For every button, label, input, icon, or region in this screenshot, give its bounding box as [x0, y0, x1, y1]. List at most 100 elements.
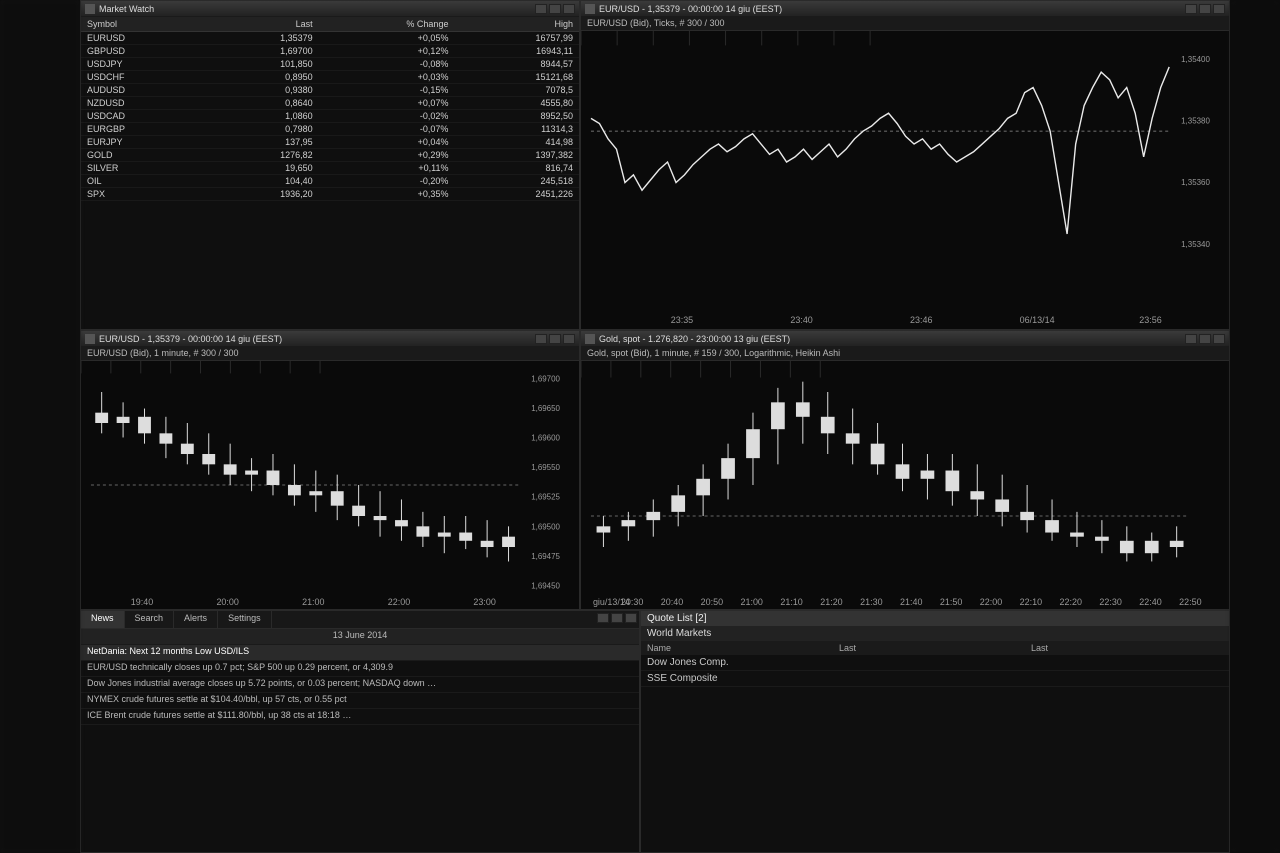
- close-button[interactable]: [625, 613, 637, 623]
- quotelist-panel: Quote List [2] World Markets Name Last L…: [640, 610, 1230, 853]
- svg-text:1,69500: 1,69500: [531, 522, 560, 531]
- svg-text:1,69550: 1,69550: [531, 463, 560, 472]
- svg-text:20:50: 20:50: [701, 597, 723, 607]
- svg-text:1,69650: 1,69650: [531, 404, 560, 413]
- svg-text:20:00: 20:00: [216, 597, 238, 607]
- marketwatch-row[interactable]: EURUSD1,35379+0,05%16757,99: [81, 32, 579, 45]
- svg-text:1,35400: 1,35400: [1181, 55, 1210, 64]
- svg-text:21:10: 21:10: [780, 597, 802, 607]
- svg-text:21:00: 21:00: [302, 597, 324, 607]
- news-tabs: News Search Alerts Settings: [81, 611, 639, 629]
- minimize-button[interactable]: [535, 334, 547, 344]
- eurusd-chart[interactable]: 23:3523:4023:461,354001,353801,353601,35…: [581, 31, 1229, 329]
- minimize-button[interactable]: [1185, 334, 1197, 344]
- news-headline[interactable]: NetDania: Next 12 months Low USD/ILS: [81, 645, 639, 661]
- svg-text:1,35340: 1,35340: [1181, 240, 1210, 249]
- minimize-button[interactable]: [1185, 4, 1197, 14]
- close-button[interactable]: [563, 4, 575, 14]
- marketwatch-row[interactable]: OIL104,40-0,20%245,518: [81, 175, 579, 188]
- maximize-button[interactable]: [611, 613, 623, 623]
- marketwatch-row[interactable]: USDCHF0,8950+0,03%15121,68: [81, 71, 579, 84]
- svg-text:23:00: 23:00: [473, 597, 495, 607]
- news-item[interactable]: EUR/USD technically closes up 0.7 pct; S…: [81, 661, 639, 677]
- svg-text:1,69450: 1,69450: [531, 581, 560, 590]
- maximize-button[interactable]: [1199, 334, 1211, 344]
- minimize-button[interactable]: [535, 4, 547, 14]
- news-panel: News Search Alerts Settings 13 June 2014…: [80, 610, 640, 853]
- marketwatch-col[interactable]: % Change: [319, 17, 455, 32]
- quote-row[interactable]: SSE Composite: [641, 671, 1229, 687]
- maximize-button[interactable]: [1199, 4, 1211, 14]
- tab-alerts[interactable]: Alerts: [174, 611, 218, 628]
- svg-text:20:40: 20:40: [661, 597, 683, 607]
- marketwatch-row[interactable]: AUDUSD0,9380-0,15%7078,5: [81, 84, 579, 97]
- svg-text:23:46: 23:46: [910, 315, 932, 325]
- svg-text:22:30: 22:30: [1099, 597, 1121, 607]
- tab-search[interactable]: Search: [125, 611, 175, 628]
- marketwatch-col[interactable]: Symbol: [81, 17, 207, 32]
- maximize-button[interactable]: [549, 4, 561, 14]
- marketwatch-row[interactable]: USDJPY101,850-0,08%8944,57: [81, 58, 579, 71]
- marketwatch-row[interactable]: NZDUSD0,8640+0,07%4555,80: [81, 97, 579, 110]
- window-controls: [1185, 334, 1225, 344]
- svg-text:22:10: 22:10: [1020, 597, 1042, 607]
- marketwatch-panel: Market Watch SymbolLast% ChangeHigh EURU…: [80, 0, 580, 330]
- marketwatch-row[interactable]: GOLD1276,82+0,29%1397,382: [81, 149, 579, 162]
- marketwatch-row[interactable]: GBPUSD1,69700+0,12%16943,11: [81, 45, 579, 58]
- left-candle-panel: EUR/USD - 1,35379 - 00:00:00 14 giu (EES…: [80, 330, 580, 610]
- news-date: 13 June 2014: [81, 629, 639, 645]
- marketwatch-col[interactable]: High: [454, 17, 579, 32]
- gold-subtitle: Gold, spot (Bid), 1 minute, # 159 / 300,…: [581, 347, 1229, 361]
- marketwatch-row[interactable]: SPX1936,20+0,35%2451,226: [81, 188, 579, 201]
- marketwatch-row[interactable]: EURJPY137,95+0,04%414,98: [81, 136, 579, 149]
- svg-text:23:35: 23:35: [671, 315, 693, 325]
- tab-news[interactable]: News: [81, 611, 125, 628]
- maximize-button[interactable]: [549, 334, 561, 344]
- left-candle-chart[interactable]: 1,697001,696501,696001,695501,695251,695…: [81, 361, 579, 609]
- eurusd-titlebar[interactable]: EUR/USD - 1,35379 - 00:00:00 14 giu (EES…: [581, 1, 1229, 17]
- gold-chart[interactable]: 20:3020:4020:5021:0021:1021:2021:3021:40…: [581, 361, 1229, 609]
- marketwatch-row[interactable]: SILVER19,650+0,11%816,74: [81, 162, 579, 175]
- marketwatch-titlebar[interactable]: Market Watch: [81, 1, 579, 17]
- eurusd-title: EUR/USD - 1,35379 - 00:00:00 14 giu (EES…: [599, 4, 782, 14]
- svg-text:1,69525: 1,69525: [531, 493, 560, 502]
- left-candle-subtitle: EUR/USD (Bid), 1 minute, # 300 / 300: [81, 347, 579, 361]
- right-gutter: [1230, 0, 1280, 853]
- col-last2: Last: [1031, 643, 1223, 653]
- marketwatch-table: SymbolLast% ChangeHigh EURUSD1,35379+0,0…: [81, 17, 579, 201]
- news-item[interactable]: ICE Brent crude futures settle at $111.8…: [81, 709, 639, 725]
- svg-text:1,35360: 1,35360: [1181, 178, 1210, 187]
- minimize-button[interactable]: [597, 613, 609, 623]
- window-controls: [535, 334, 575, 344]
- svg-text:06/13/14: 06/13/14: [1020, 315, 1055, 325]
- marketwatch-col[interactable]: Last: [207, 17, 319, 32]
- gold-title: Gold, spot - 1.276,820 - 23:00:00 13 giu…: [599, 334, 790, 344]
- svg-text:21:30: 21:30: [860, 597, 882, 607]
- marketwatch-row[interactable]: USDCAD1,0860-0,02%8952,50: [81, 110, 579, 123]
- col-last: Last: [839, 643, 1031, 653]
- close-button[interactable]: [1213, 334, 1225, 344]
- eurusd-chart-panel: EUR/USD - 1,35379 - 00:00:00 14 giu (EES…: [580, 0, 1230, 330]
- close-button[interactable]: [1213, 4, 1225, 14]
- gold-chart-panel: Gold, spot - 1.276,820 - 23:00:00 13 giu…: [580, 330, 1230, 610]
- svg-text:21:40: 21:40: [900, 597, 922, 607]
- marketwatch-row[interactable]: EURGBP0,7980-0,07%11314,3: [81, 123, 579, 136]
- chart-icon: [85, 334, 95, 344]
- quotelist-sub[interactable]: World Markets: [641, 626, 1229, 641]
- chart-icon: [585, 4, 595, 14]
- svg-text:21:00: 21:00: [741, 597, 763, 607]
- col-name: Name: [647, 643, 839, 653]
- news-item[interactable]: NYMEX crude futures settle at $104.40/bb…: [81, 693, 639, 709]
- news-item[interactable]: Dow Jones industrial average closes up 5…: [81, 677, 639, 693]
- svg-text:22:00: 22:00: [980, 597, 1002, 607]
- svg-text:1,35380: 1,35380: [1181, 116, 1210, 125]
- quotelist-header[interactable]: Quote List [2]: [641, 611, 1229, 626]
- svg-text:22:50: 22:50: [1179, 597, 1201, 607]
- window-controls: [1185, 4, 1225, 14]
- left-candle-title: EUR/USD - 1,35379 - 00:00:00 14 giu (EES…: [99, 334, 282, 344]
- left-candle-titlebar[interactable]: EUR/USD - 1,35379 - 00:00:00 14 giu (EES…: [81, 331, 579, 347]
- tab-settings[interactable]: Settings: [218, 611, 272, 628]
- quote-row[interactable]: Dow Jones Comp.: [641, 655, 1229, 671]
- close-button[interactable]: [563, 334, 575, 344]
- gold-titlebar[interactable]: Gold, spot - 1.276,820 - 23:00:00 13 giu…: [581, 331, 1229, 347]
